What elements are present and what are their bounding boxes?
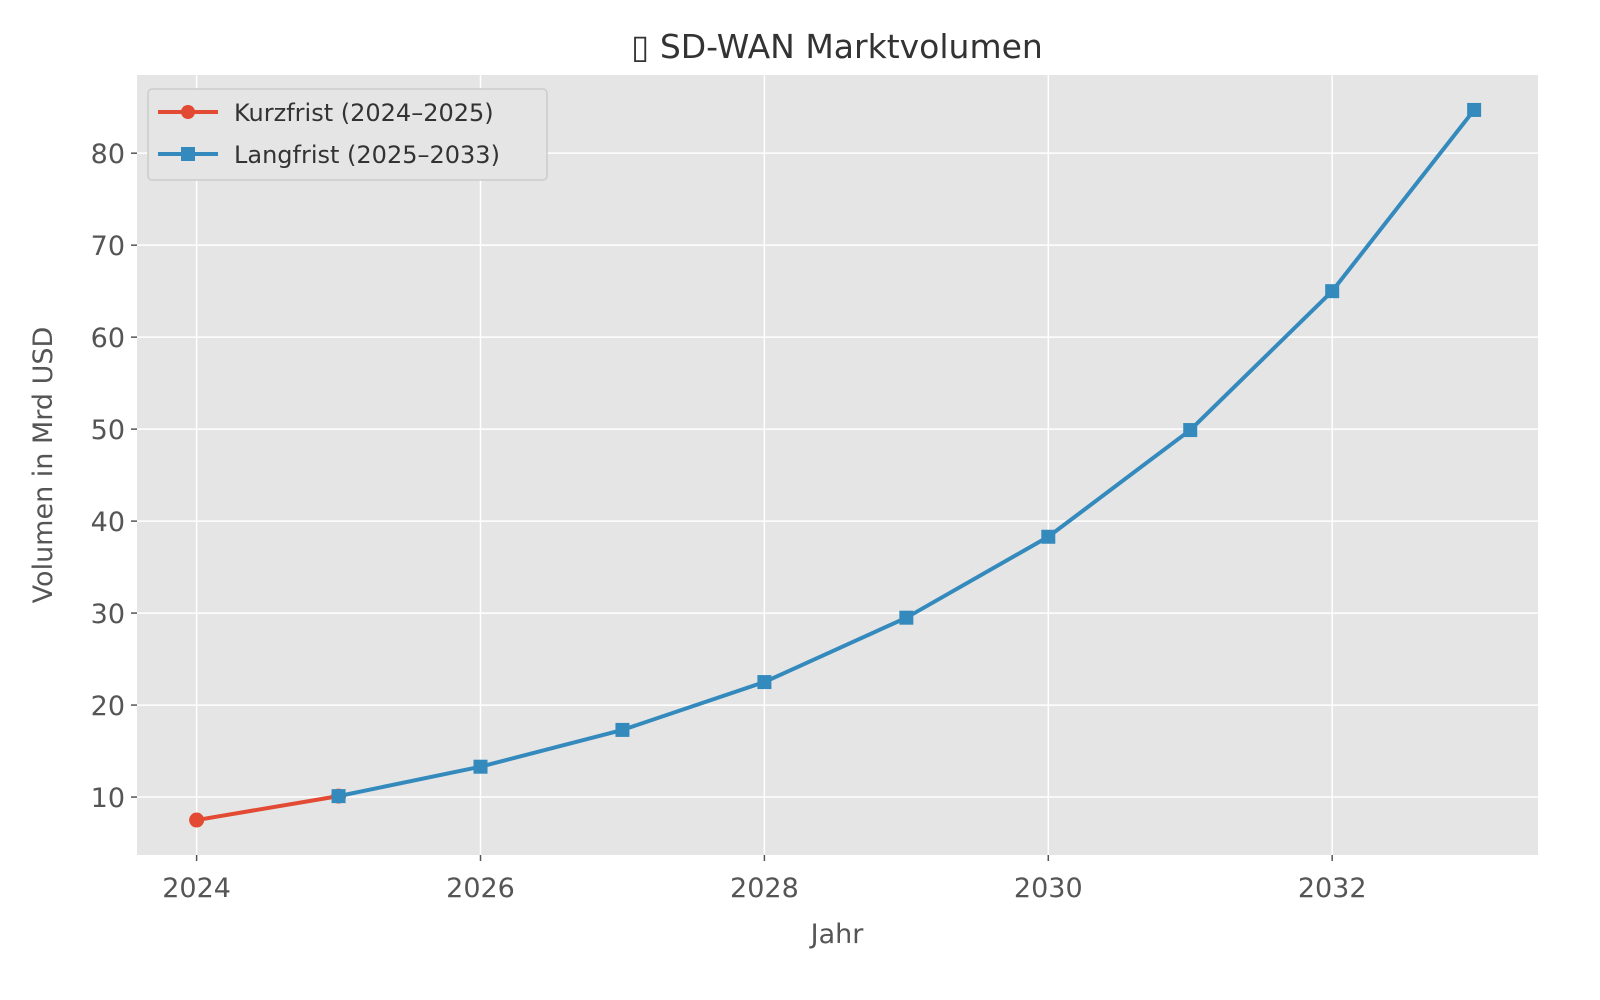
x-axis-label: Jahr <box>809 919 865 950</box>
x-tick-label: 2030 <box>1014 873 1083 904</box>
x-tick-label: 2024 <box>162 873 231 904</box>
legend-label-langfrist: Langfrist (2025–2033) <box>234 141 500 169</box>
y-axis-label: Volumen in Mrd USD <box>28 327 59 604</box>
y-tick-label: 40 <box>91 507 125 538</box>
y-tick-label: 60 <box>91 323 125 354</box>
chart-title: ▯ SD-WAN Marktvolumen <box>631 27 1043 66</box>
y-tick-label: 10 <box>91 783 125 814</box>
data-point <box>189 812 205 828</box>
y-tick-label: 70 <box>91 231 125 262</box>
data-point <box>1041 529 1056 544</box>
x-tick-label: 2026 <box>446 873 515 904</box>
series-line-0 <box>196 794 339 823</box>
y-tick-label: 20 <box>91 691 125 722</box>
y-tick-label: 30 <box>91 599 125 630</box>
plot-area <box>137 75 1538 855</box>
legend: Kurzfrist (2024–2025) Langfrist (2025–20… <box>147 88 548 181</box>
series-layer <box>189 102 1482 828</box>
legend-marker-langfrist <box>181 147 195 161</box>
data-point <box>1467 102 1482 117</box>
x-tick-label: 2032 <box>1298 873 1367 904</box>
y-tick-label: 50 <box>91 415 125 446</box>
data-point <box>1183 423 1198 438</box>
data-point <box>331 789 346 804</box>
legend-label-kurzfrist: Kurzfrist (2024–2025) <box>234 99 494 127</box>
data-point <box>473 759 488 774</box>
legend-box <box>147 88 548 181</box>
data-point <box>615 722 630 737</box>
data-point <box>899 610 914 625</box>
y-tick-label: 80 <box>91 139 125 170</box>
data-point <box>757 675 772 690</box>
grid <box>137 75 1538 855</box>
data-point <box>1325 284 1340 299</box>
legend-marker-kurzfrist <box>181 105 195 119</box>
x-tick-label: 2028 <box>730 873 799 904</box>
